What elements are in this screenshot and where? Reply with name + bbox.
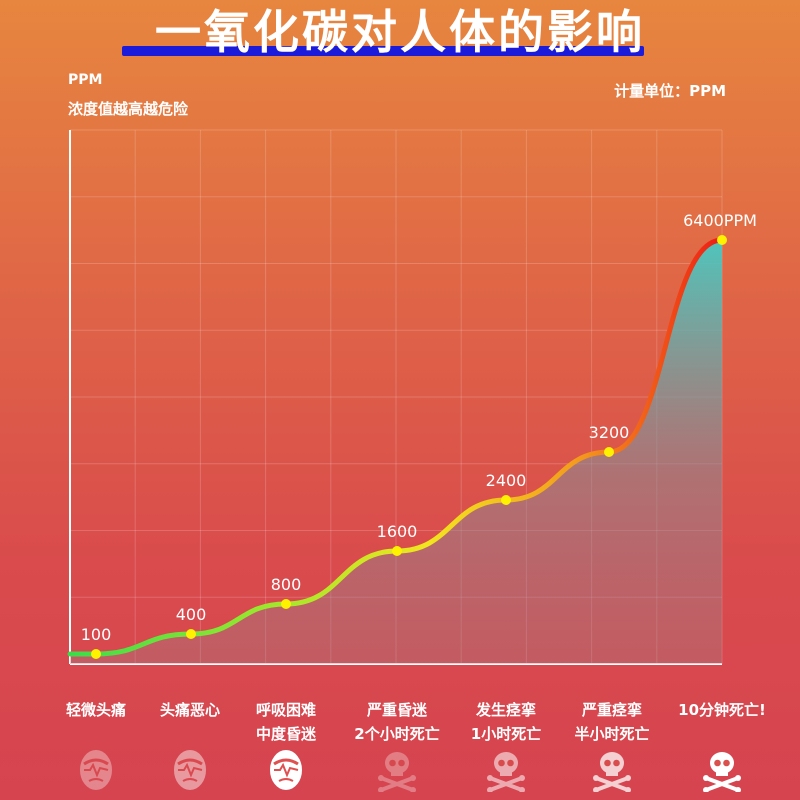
data-label: 1600 <box>377 522 418 541</box>
category-label-line1: 发生痉挛 <box>475 701 536 719</box>
data-point <box>281 599 291 609</box>
data-label: 100 <box>81 625 112 644</box>
category-label: 严重痉挛 半小时死亡 <box>557 698 667 746</box>
category-label: 轻微头痛 <box>41 698 151 722</box>
data-points <box>91 235 727 659</box>
category-label-line2: 1小时死亡 <box>470 725 542 743</box>
category-label-line1: 呼吸困难 <box>255 701 316 719</box>
skull-icon <box>703 752 741 792</box>
category-label-line2: 2个小时死亡 <box>354 725 440 743</box>
y-axis-unit-label: PPM <box>68 72 103 88</box>
category-label: 10分钟死亡! <box>667 698 777 722</box>
face-icon <box>80 750 112 790</box>
data-labels: 100 400 800 1600 2400 3200 6400PPM <box>81 211 757 644</box>
grid <box>69 129 723 665</box>
category-label-line1: 10分钟死亡! <box>678 701 766 719</box>
data-label: 400 <box>176 605 207 624</box>
data-point <box>186 629 196 639</box>
skull-icon <box>487 752 525 792</box>
y-axis-description: 浓度值越高越危险 <box>68 100 189 118</box>
data-point <box>501 495 511 505</box>
skull-icon <box>378 752 416 792</box>
data-label: 6400PPM <box>683 211 757 230</box>
title-area: 一氧化碳对人体的影响 <box>0 0 800 70</box>
page-title: 一氧化碳对人体的影响 <box>155 5 645 59</box>
category-label-line1: 轻微头痛 <box>65 701 126 719</box>
category-label-line1: 严重痉挛 <box>581 701 642 719</box>
data-point <box>717 235 727 245</box>
face-icon <box>174 750 206 790</box>
category-label-line1: 头痛恶心 <box>159 701 220 719</box>
category-label: 呼吸困难 中度昏迷 <box>231 698 341 746</box>
data-point <box>91 649 101 659</box>
category-label-line1: 严重昏迷 <box>366 701 427 719</box>
title-underline <box>122 46 644 56</box>
category-label-line2: 半小时死亡 <box>574 725 650 743</box>
category-label-line2: 中度昏迷 <box>255 725 316 743</box>
area-fill <box>70 240 722 664</box>
data-label: 3200 <box>589 423 630 442</box>
skull-icon <box>593 752 631 792</box>
category-label: 头痛恶心 <box>135 698 245 722</box>
unit-note: 计量单位：PPM <box>614 82 726 100</box>
face-icon <box>270 750 302 790</box>
data-label: 2400 <box>486 471 527 490</box>
data-point <box>604 447 614 457</box>
data-point <box>392 546 402 556</box>
category-label: 发生痉挛 1小时死亡 <box>451 698 561 746</box>
category-label: 严重昏迷 2个小时死亡 <box>342 698 452 746</box>
data-label: 800 <box>271 575 302 594</box>
